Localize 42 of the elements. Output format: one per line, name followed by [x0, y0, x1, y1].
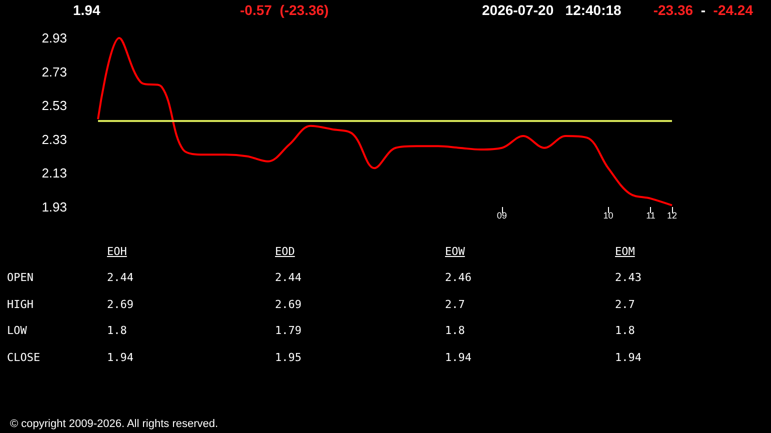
text: 1.8 [445, 324, 465, 337]
text: 1.8 [107, 324, 127, 337]
text: 1.94 [615, 350, 642, 364]
category-label: CLOSE [7, 350, 40, 364]
text: 1.94 [445, 350, 472, 364]
category-label: EOD [275, 245, 295, 258]
text: 2.7 [615, 298, 635, 310]
x-tick-label: 12 [666, 210, 678, 220]
line-series [97, 37, 673, 206]
text: 2.46 [445, 271, 472, 284]
text: - [700, 2, 706, 18]
text: © copyright 2009-2026. All rights reserved. [10, 418, 218, 430]
text: 2.43 [615, 271, 642, 284]
text: 2.7 [445, 298, 465, 310]
y-tick-label: 2.53 [42, 98, 67, 114]
text: 1.79 [275, 324, 302, 337]
y-tick-label: 1.93 [42, 200, 67, 214]
category-label: EOM [615, 245, 635, 258]
x-tick-label: 10 [603, 210, 614, 220]
text: 2026-07-20 12:40:18 [482, 2, 622, 18]
text: 1.94 [107, 350, 134, 364]
text: -0.57 (-23.36) [240, 2, 329, 18]
text: 2.69 [107, 298, 134, 310]
text: 1.95 [275, 350, 302, 364]
category-label: HIGH [7, 298, 34, 310]
category-label: LOW [7, 324, 27, 337]
text: 2.44 [275, 271, 302, 284]
category-label: EOW [445, 245, 465, 258]
x-tick-label: 11 [646, 210, 656, 220]
category-label: EOH [107, 245, 127, 258]
text: 1.8 [615, 324, 635, 337]
text: 2.44 [107, 271, 134, 284]
y-tick-label: 2.73 [42, 64, 67, 80]
y-tick-label: 2.33 [42, 132, 67, 147]
category-label: OPEN [7, 271, 34, 284]
chart-title: 1.94 [73, 2, 100, 18]
x-tick-label: 09 [496, 210, 507, 220]
y-tick-label: 2.13 [42, 166, 67, 181]
text: 2.69 [275, 298, 302, 310]
text: -23.36 [653, 2, 694, 18]
text: -24.24 [712, 2, 753, 18]
y-tick-label: 2.93 [42, 30, 67, 46]
